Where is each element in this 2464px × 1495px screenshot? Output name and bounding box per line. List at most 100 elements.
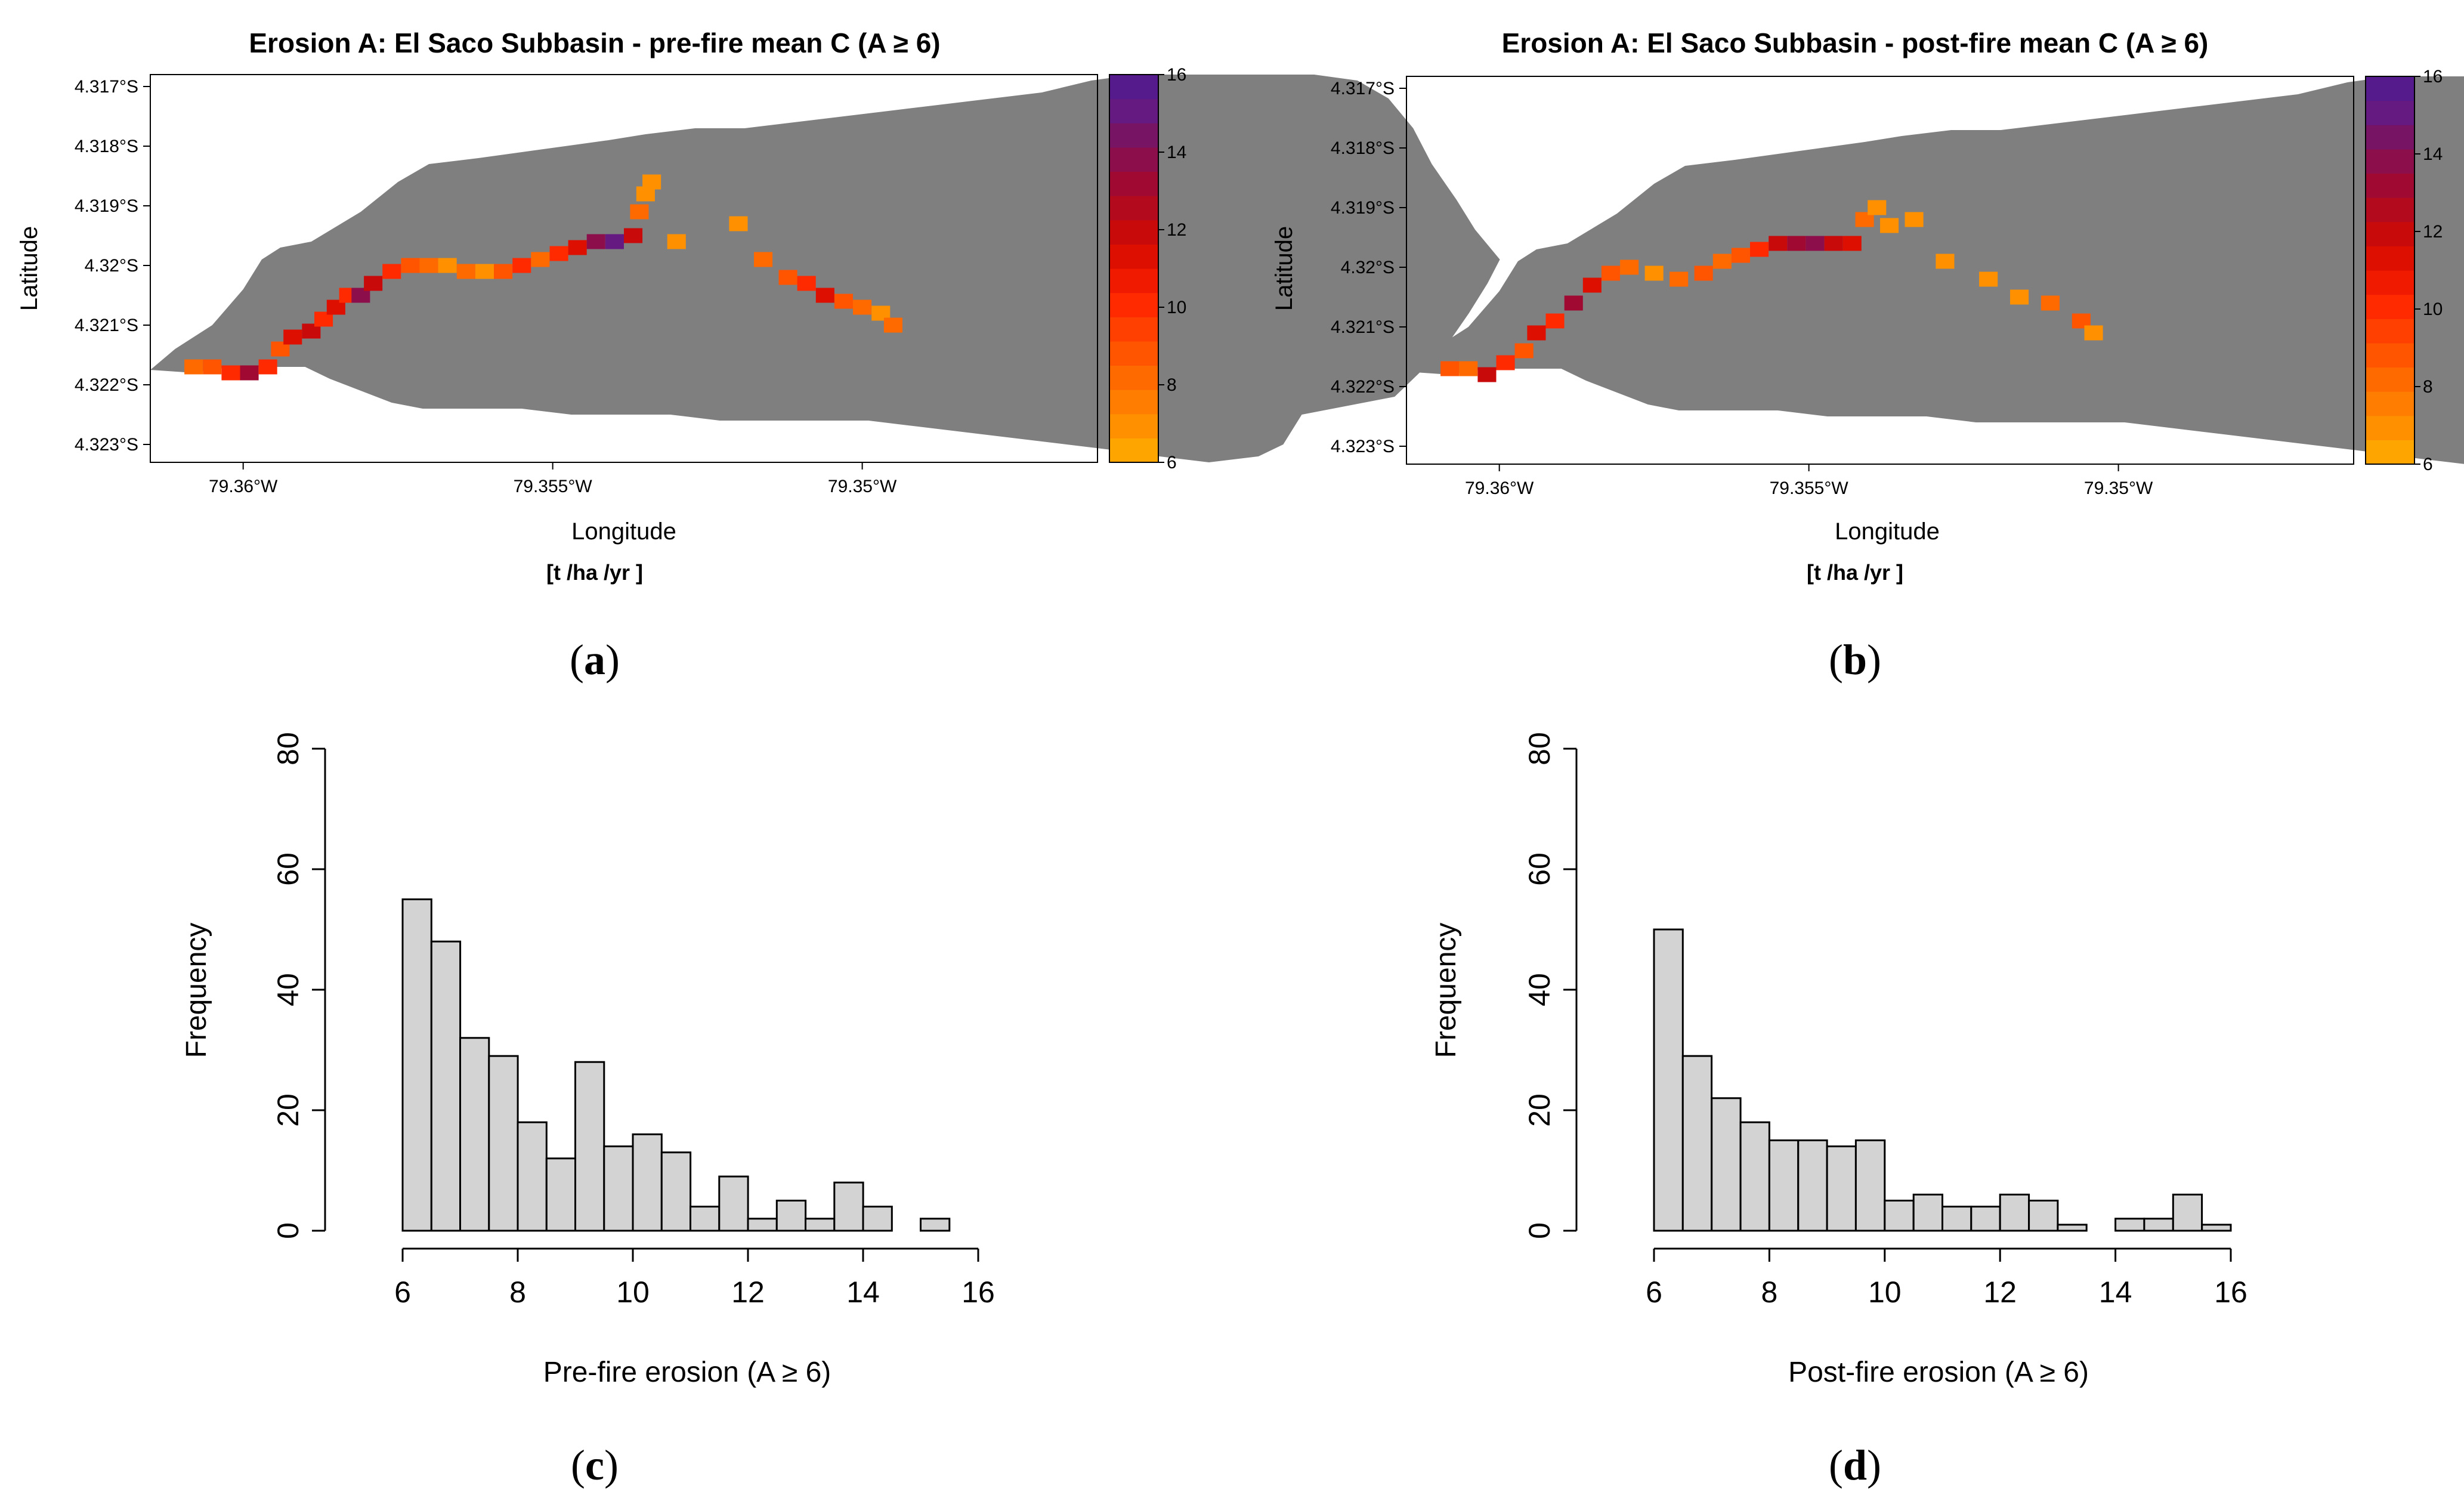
panel-c-bar <box>862 1206 893 1232</box>
panel-b-colorbar-segment <box>2366 294 2414 319</box>
panel-a-colorbar-segment <box>1109 341 1158 366</box>
panel-d-ytick-label: 80 <box>1523 732 1556 765</box>
panel-c-bar <box>775 1200 807 1232</box>
panel-b-colorbar-frame <box>2365 76 2415 465</box>
panel-a-erosion-cell <box>494 264 513 279</box>
panel-b-colorbar-tick-label: 12 <box>2423 222 2443 242</box>
panel-b-colorbar-tick-label: 6 <box>2423 455 2433 474</box>
panel-a-plot-frame <box>150 74 1098 463</box>
panel-b-erosion-cell <box>1712 254 1732 269</box>
panel-b-colorbar-tick-label: 16 <box>2423 67 2443 87</box>
panel-b-erosion-cell <box>1731 248 1750 263</box>
panel-b-colorbar-tick-label: 10 <box>2423 299 2443 319</box>
panel-b-xlabel: Longitude <box>1835 518 1940 545</box>
panel-b-xtick-label: 79.35°W <box>2084 478 2153 498</box>
panel-a-map: Erosion A: El Saco Subbasin - pre-fire m… <box>16 27 1500 684</box>
panel-a-colorbar-tick-label: 16 <box>1167 65 1186 85</box>
panel-b-erosion-cell <box>1750 242 1769 257</box>
panel-a-xtick-label: 79.36°W <box>209 477 278 496</box>
panel-d-label: (d) <box>1829 1441 1881 1489</box>
panel-d-ytick-label: 20 <box>1523 1094 1556 1127</box>
panel-c-ytick-label: 20 <box>271 1094 305 1127</box>
panel-a-xlabel: Longitude <box>571 518 676 545</box>
panel-c-bar <box>603 1145 634 1232</box>
panel-a-erosion-cell <box>815 288 834 303</box>
panel-a-colorbar-tick-label: 8 <box>1167 375 1177 395</box>
panel-c-ylabel: Frequency <box>181 923 212 1058</box>
panel-a-ytick-label: 4.323°S <box>75 435 138 455</box>
panel-b-colorbar-segment <box>2366 100 2414 125</box>
panel-a-xtick-label: 79.355°W <box>514 477 593 496</box>
panel-a-erosion-cell <box>729 216 748 231</box>
panel-b-erosion-cell <box>1769 236 1788 251</box>
panel-d-xtick-label: 8 <box>1761 1275 1777 1309</box>
panel-a-unit-label: [t /ha /yr ] <box>546 560 643 585</box>
panel-b-ytick-label: 4.317°S <box>1331 79 1395 98</box>
panel-b-ytick-label: 4.322°S <box>1331 377 1395 397</box>
panel-a-erosion-cell <box>883 317 902 333</box>
panel-b-erosion-cell <box>1979 271 1998 287</box>
panel-b-colorbar: 6 8 10 12 14 16 <box>2365 67 2443 474</box>
panel-b-colorbar-segment <box>2366 149 2414 174</box>
panel-b-erosion-cell <box>1477 367 1497 382</box>
panel-b-ytick-label: 4.319°S <box>1331 198 1395 218</box>
panel-b-colorbar-segment <box>2366 246 2414 271</box>
panel-a-colorbar-segment <box>1109 268 1158 294</box>
panel-d-xtick-label: 6 <box>1646 1275 1662 1309</box>
panel-b-erosion-cell <box>1545 313 1565 329</box>
panel-a-colorbar-tick-label: 10 <box>1167 298 1186 317</box>
panel-b-plot-frame <box>1406 76 2354 465</box>
panel-a-erosion-cell <box>754 252 773 267</box>
panel-b-colorbar-segment <box>2366 415 2414 440</box>
panel-a-ytick-label: 4.318°S <box>75 137 138 156</box>
panel-c-bar <box>459 1037 490 1232</box>
panel-a-erosion-cell <box>184 359 203 375</box>
panel-c-bar <box>517 1121 548 1232</box>
panel-b-colorbar-segment <box>2366 391 2414 416</box>
panel-a-axes: 79.36°W 79.355°W 79.35°W 4.317°S 4.318°S 4.31… <box>75 77 897 496</box>
panel-c-xtick-label: 16 <box>962 1275 995 1309</box>
panel-b-erosion-cell <box>1880 218 1899 233</box>
panel-a-erosion-cell <box>438 258 457 273</box>
panel-a-colorbar-segment <box>1109 123 1158 148</box>
panel-b-colorbar-segment <box>2366 319 2414 344</box>
panel-a-erosion-cell <box>549 246 568 261</box>
panel-d-bar <box>1653 928 1684 1232</box>
panel-c-bar <box>430 940 462 1232</box>
panel-d-ytick-label: 40 <box>1523 973 1556 1006</box>
panel-a-erosion-cell <box>382 264 401 279</box>
panel-a-colorbar-segment <box>1109 147 1158 172</box>
panel-a-erosion-cell <box>797 276 816 291</box>
panel-a-erosion-cell <box>531 252 550 267</box>
panel-a-erosion-cell <box>630 204 649 220</box>
panel-d-bar <box>2201 1224 2232 1232</box>
panel-a-title: Erosion A: El Saco Subbasin - pre-fire m… <box>249 27 940 58</box>
panel-d-bar <box>1884 1200 1915 1232</box>
panel-c-xtick-label: 10 <box>616 1275 650 1309</box>
panel-b-colorbar-segment <box>2366 342 2414 368</box>
panel-a-colorbar-segment <box>1109 220 1158 245</box>
panel-c-bar <box>747 1218 778 1232</box>
panel-b-ytick-label: 4.32°S <box>1341 258 1395 277</box>
panel-b-erosion-cell <box>1868 200 1887 215</box>
panel-a-colorbar-segment <box>1109 75 1158 100</box>
panel-b-label: (b) <box>1829 636 1881 684</box>
panel-c-bar <box>401 898 432 1232</box>
panel-a-ytick-label: 4.317°S <box>75 77 138 97</box>
panel-d-bar <box>1711 1097 1742 1232</box>
panel-d-ytick-label: 0 <box>1523 1222 1556 1239</box>
panel-c-plot: 6 8 10 12 14 16 0 20 40 60 80 <box>271 732 995 1309</box>
panel-b-colorbar-segment <box>2366 221 2414 246</box>
panel-a-erosion-cell <box>834 294 853 309</box>
panel-b-axes: 79.36°W 79.355°W 79.35°W 4.317°S 4.318°S 4.31… <box>1331 79 2153 498</box>
panel-a-erosion-cell <box>853 299 872 315</box>
panel-d-histogram: 6 8 10 12 14 16 0 20 40 60 80 Post-fire erosion (A… <box>1430 732 2247 1489</box>
panel-a-erosion-cell <box>568 240 587 255</box>
panel-a-colorbar-segment <box>1109 244 1158 269</box>
panel-c-bar <box>660 1151 692 1232</box>
panel-d-bar <box>1739 1121 1770 1232</box>
panel-d-bar <box>1826 1145 1857 1232</box>
panel-b-erosion-cell <box>1601 265 1620 281</box>
panel-b-colorbar-segment <box>2366 197 2414 223</box>
